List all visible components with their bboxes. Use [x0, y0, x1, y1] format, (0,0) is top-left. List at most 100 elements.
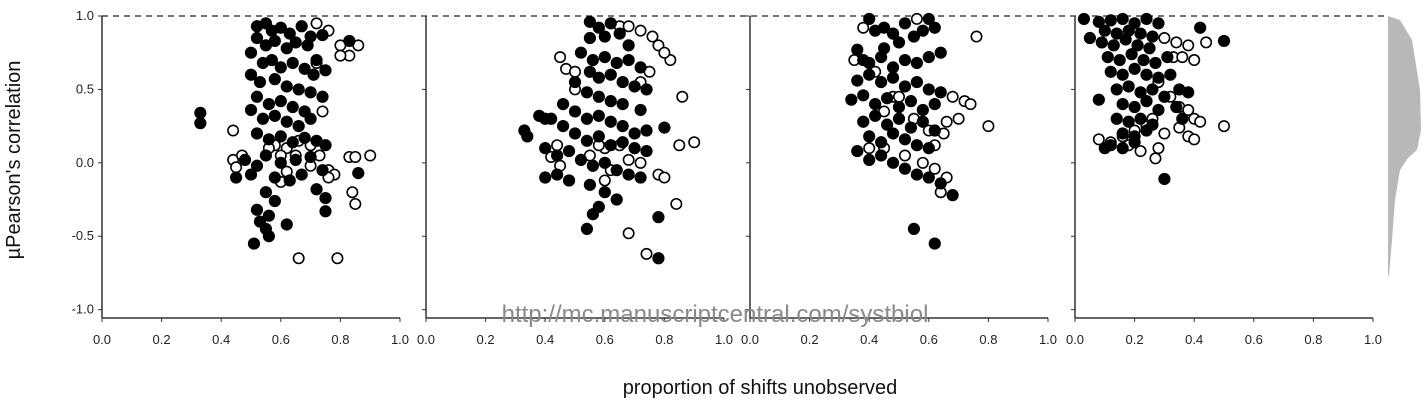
point-filled	[268, 194, 281, 208]
x-tick-label: 0.2	[153, 332, 171, 347]
point-open	[857, 21, 870, 34]
density-area	[1388, 16, 1421, 276]
point-filled	[1104, 14, 1117, 27]
panel-2: 0.0 0.2 0.4 0.6 0.8 1.0	[417, 15, 733, 347]
point-filled	[1134, 112, 1147, 125]
y-tick-label: -1.0	[72, 302, 94, 317]
point-filled	[640, 144, 653, 158]
x-tick-label: 0.2	[801, 332, 819, 347]
point-filled	[1110, 83, 1123, 96]
x-tick-label: 0.0	[741, 332, 759, 347]
point-filled	[922, 142, 935, 155]
point-filled	[250, 159, 264, 172]
point-filled	[307, 68, 320, 81]
x-tick-label: 0.2	[477, 332, 495, 347]
point-filled	[352, 167, 365, 180]
point-open	[982, 120, 995, 133]
point-filled	[1217, 34, 1231, 48]
point-filled	[857, 115, 870, 128]
point-filled	[250, 31, 264, 45]
x-tick-label: 0.6	[272, 332, 290, 347]
point-open	[1170, 36, 1183, 49]
point-filled	[1116, 12, 1129, 26]
point-filled	[343, 34, 356, 48]
point-filled	[910, 75, 923, 89]
x-tick-label: 1.0	[1364, 332, 1382, 347]
point-filled	[628, 127, 641, 140]
point-filled	[295, 20, 308, 33]
x-tick-label: 0.6	[1245, 332, 1263, 347]
point-filled	[250, 203, 264, 216]
point-filled	[295, 168, 308, 181]
point-filled	[1116, 97, 1129, 111]
point-filled	[556, 120, 570, 133]
point-filled	[592, 71, 605, 84]
point-filled	[568, 127, 582, 140]
point-filled	[898, 162, 912, 175]
y-axis-label: µPearson's correlation	[3, 61, 25, 260]
point-filled	[580, 222, 594, 236]
point-filled	[262, 97, 275, 111]
point-filled	[928, 124, 941, 137]
point-filled	[610, 193, 623, 206]
point-filled	[622, 39, 635, 52]
point-open	[964, 98, 977, 111]
point-filled	[1128, 100, 1141, 114]
point-filled	[259, 149, 272, 162]
point-filled	[1152, 103, 1165, 117]
point-filled	[1128, 136, 1141, 149]
point-filled	[310, 53, 323, 67]
point-filled	[316, 164, 329, 177]
point-filled	[283, 27, 296, 40]
point-open	[316, 105, 329, 118]
point-filled	[1170, 100, 1183, 114]
point-filled	[875, 75, 888, 89]
point-filled	[244, 46, 258, 59]
point-filled	[562, 174, 576, 187]
point-open	[1092, 133, 1105, 146]
x-tick-label: 0.4	[1185, 332, 1203, 347]
point-filled	[634, 171, 647, 184]
point-filled	[1098, 142, 1111, 155]
point-filled	[1137, 53, 1150, 67]
point-open	[554, 51, 567, 64]
point-filled	[928, 97, 941, 111]
point-open	[946, 90, 959, 103]
point-filled	[319, 139, 332, 152]
point-filled	[863, 68, 876, 81]
point-filled	[622, 53, 635, 67]
point-filled	[916, 24, 929, 37]
point-filled	[898, 133, 912, 146]
point-filled	[922, 83, 935, 96]
point-filled	[928, 237, 941, 250]
point-open	[646, 30, 659, 43]
point-filled	[580, 134, 594, 147]
point-open	[1194, 115, 1207, 128]
point-filled	[851, 144, 864, 158]
point-filled	[1176, 112, 1189, 125]
point-filled	[907, 30, 921, 43]
point-filled	[886, 27, 900, 40]
point-filled	[878, 21, 891, 34]
point-open	[673, 139, 686, 152]
point-open	[1158, 32, 1171, 45]
point-filled	[580, 112, 594, 125]
point-filled	[910, 168, 923, 181]
point-filled	[604, 68, 617, 81]
point-filled	[1083, 31, 1097, 45]
point-filled	[274, 61, 287, 74]
point-filled	[658, 121, 671, 134]
point-filled	[1152, 71, 1165, 84]
point-open	[568, 65, 581, 78]
point-open	[334, 49, 347, 62]
point-filled	[1152, 17, 1165, 30]
point-open	[1134, 145, 1147, 158]
point-filled	[1140, 12, 1153, 26]
point-filled	[869, 109, 882, 122]
watermark: http://mc.manuscriptcentral.com/systbiol	[502, 301, 929, 328]
point-filled	[1077, 12, 1091, 26]
point-filled	[604, 17, 617, 30]
point-filled	[1092, 93, 1105, 106]
point-filled	[268, 34, 281, 48]
point-filled	[1101, 51, 1114, 64]
